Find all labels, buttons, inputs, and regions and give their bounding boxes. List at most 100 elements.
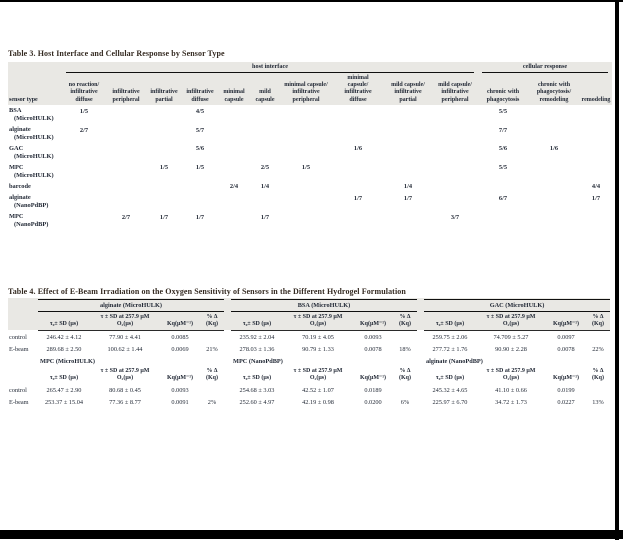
table4-data-row: E-beam 289.68 ± 2.50 100.62 ± 1.44 0.0069 21… <box>8 343 610 355</box>
table3-col-header: mild capsule/ infiltrative peripheral <box>432 73 478 105</box>
count-cell <box>332 105 384 124</box>
column-gap <box>417 312 424 331</box>
table4-col-header: τ ± SD at 257.9 μM O₂(μs) <box>90 312 160 331</box>
count-cell: 1/6 <box>353 145 363 153</box>
count-cell: 1/7 <box>403 194 413 202</box>
table4-col-header: τ₀± SD (μs) <box>49 374 79 381</box>
count-cell <box>384 105 432 124</box>
row-label: E-beam <box>9 346 29 354</box>
table3-col-header: mild capsule <box>250 73 280 105</box>
count-cell <box>106 142 146 161</box>
count-cell <box>218 124 250 143</box>
table3-span-header-row: host interface cellular response <box>8 62 612 74</box>
count-cell: 1/4 <box>403 183 413 191</box>
value-cell <box>586 330 610 343</box>
table4-col-header: Kq(μM⁻¹) <box>160 312 200 331</box>
table4-data-row: E-beam 253.37 ± 15.04 77.36 ± 8.77 0.0091 2%… <box>8 396 610 408</box>
count-cell <box>106 192 146 211</box>
table4-group-title: BSA (MicroHULK) <box>231 298 417 313</box>
value-cell: 18% <box>399 346 411 354</box>
row-label-spacer <box>8 355 38 367</box>
table3-group-host-interface: host interface <box>62 62 478 74</box>
column-gap <box>224 298 231 313</box>
value-cell: 42.52 ± 1.07 <box>302 387 334 395</box>
column-gap <box>224 312 231 331</box>
table3-col-header: no reaction/ infiltrative diffuse <box>62 73 106 105</box>
table4-group-title: alginate (NanoPdBP) <box>424 355 610 367</box>
table4-column-header-row: τ₀± SD (μs) τ ± SD at 257.9 μM O₂(μs) Kq(μ… <box>8 312 610 331</box>
count-cell: 1/7 <box>260 213 270 221</box>
count-cell <box>332 211 384 230</box>
count-cell: 1/5 <box>195 164 205 172</box>
count-cell <box>332 161 384 180</box>
sensor-name: barcode <box>9 182 31 190</box>
value-cell: 74.709 ± 5.27 <box>493 334 529 342</box>
table4-col-header: τ₀± SD (μs) <box>38 312 90 331</box>
count-cell <box>280 105 332 124</box>
sensor-variant: (MicroHULK) <box>14 152 54 160</box>
count-cell <box>146 124 182 143</box>
sensor-name: BSA <box>9 107 22 115</box>
value-cell: 0.0085 <box>171 334 189 342</box>
sensor-variant: (MicroHULK) <box>14 171 54 179</box>
table4-col-header: Kq(μM⁻¹) <box>546 312 586 331</box>
sensor-name: alginate <box>9 194 31 202</box>
count-cell: 3/7 <box>450 213 460 221</box>
sensor-variant: (NanoPdBP) <box>14 202 49 210</box>
count-cell: 1/7 <box>195 213 205 221</box>
count-cell <box>384 211 432 230</box>
count-cell <box>432 124 478 143</box>
table4-col-header: % Δ (Kq) <box>586 312 610 331</box>
count-cell <box>528 192 580 211</box>
column-gap <box>417 330 424 343</box>
table4-group-title: GAC (MicroHULK) <box>424 298 610 313</box>
count-cell <box>528 180 580 192</box>
table4-col-header: τ ± SD at 257.9 μM O₂(μs) <box>476 312 546 331</box>
value-cell: 277.72 ± 1.76 <box>432 346 468 354</box>
value-cell: 0.0093 <box>364 334 382 342</box>
table3-column-header-row: sensor type no reaction/ infiltrative dif… <box>8 73 612 105</box>
table4-group-title: alginate (MicroHULK) <box>38 298 224 313</box>
table4-group-title: MPC (MicroHULK) <box>38 355 224 367</box>
table4-col-header: τ ± SD at 257.9 μM O₂(μs) <box>100 367 150 381</box>
table4-data-row: control 246.42 ± 4.12 77.90 ± 4.41 0.0085 23… <box>8 330 610 343</box>
table4-col-header: Kq(μM⁻¹) <box>166 374 194 381</box>
table3-col-header: chronic with phagocytosis/ remodeling <box>528 73 580 105</box>
count-cell: 5/6 <box>498 145 508 153</box>
sensor-variant: (MicroHULK) <box>14 114 54 122</box>
value-cell: 22% <box>592 346 604 354</box>
count-cell <box>432 180 478 192</box>
value-cell <box>200 384 224 396</box>
count-cell <box>218 192 250 211</box>
page-right-border <box>615 0 619 540</box>
value-cell: 265.47 ± 2.90 <box>46 387 82 395</box>
table3-col-header: infiltrative diffuse <box>182 73 218 105</box>
count-cell: 1/5 <box>79 107 89 115</box>
table3-row: MPC (MicroHULK) 1/5 1/5 2/5 1/5 5/5 <box>8 161 612 180</box>
count-cell <box>528 105 580 124</box>
value-cell: 2% <box>207 399 217 407</box>
table4-group-title: MPC (NanoPdBP) <box>231 355 417 367</box>
table3-col-header: infiltrative peripheral <box>106 73 146 105</box>
count-cell <box>182 180 218 192</box>
sensor-variant: (MicroHULK) <box>14 133 54 141</box>
column-gap <box>224 355 231 367</box>
page-top-border <box>0 0 623 2</box>
value-cell: 0.0097 <box>557 334 575 342</box>
count-cell <box>580 105 612 124</box>
value-cell <box>393 384 417 396</box>
table3-col-header: infiltrative partial <box>146 73 182 105</box>
value-cell: 90.90 ± 2.28 <box>495 346 527 354</box>
group-title-text: BSA (MicroHULK) <box>231 299 417 312</box>
count-cell <box>432 161 478 180</box>
sensor-name: alginate <box>9 126 31 134</box>
sensor-type-cell: MPC (NanoPdBP) <box>8 211 62 230</box>
row-label-spacer <box>8 367 38 384</box>
group-title-text: alginate (MicroHULK) <box>38 299 224 312</box>
count-cell <box>218 105 250 124</box>
count-cell <box>218 211 250 230</box>
count-cell <box>580 161 612 180</box>
table4-column-header-row: τ₀± SD (μs) τ ± SD at 257.9 μM O₂(μs) Kq(μ… <box>8 367 610 384</box>
table4-col-header: Kq(μM⁻¹) <box>359 374 387 381</box>
